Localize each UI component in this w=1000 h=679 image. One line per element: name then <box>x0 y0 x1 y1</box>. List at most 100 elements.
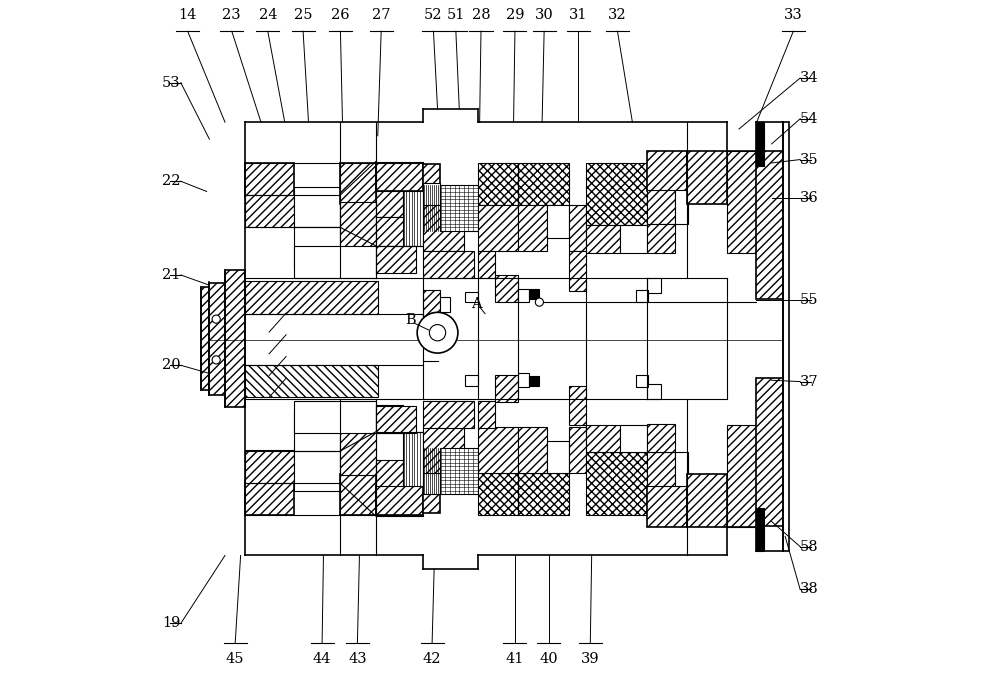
Bar <box>569 386 586 425</box>
Text: 42: 42 <box>423 652 441 666</box>
Bar <box>245 365 378 397</box>
Bar <box>478 205 518 251</box>
Bar <box>756 378 783 526</box>
Bar <box>675 452 688 486</box>
Bar <box>529 289 539 299</box>
Text: 32: 32 <box>608 8 627 22</box>
Circle shape <box>417 312 458 353</box>
Bar <box>756 122 764 166</box>
Text: 33: 33 <box>784 8 803 22</box>
Text: A: A <box>471 297 482 311</box>
Text: 19: 19 <box>162 617 181 630</box>
Circle shape <box>429 325 446 341</box>
Text: 31: 31 <box>569 8 587 22</box>
Bar <box>727 425 756 527</box>
Bar <box>245 481 294 515</box>
Text: 24: 24 <box>259 8 277 22</box>
Bar <box>440 297 450 312</box>
Bar <box>294 401 376 433</box>
Bar <box>294 450 340 491</box>
Bar <box>245 450 294 483</box>
Bar <box>647 278 661 293</box>
Bar <box>529 376 539 386</box>
Bar <box>647 384 661 399</box>
Bar <box>294 410 340 451</box>
Circle shape <box>212 315 220 323</box>
Bar <box>376 460 403 486</box>
Bar <box>569 427 586 473</box>
Bar <box>245 163 294 197</box>
Text: 30: 30 <box>535 8 554 22</box>
Bar <box>376 405 403 433</box>
Bar <box>225 270 245 407</box>
Bar <box>423 427 464 473</box>
Bar <box>586 225 620 253</box>
Bar <box>518 163 569 205</box>
Bar <box>647 452 675 486</box>
Bar <box>586 163 647 225</box>
Bar <box>209 283 226 395</box>
Bar <box>376 191 403 217</box>
Bar <box>756 508 764 551</box>
Bar <box>647 190 675 224</box>
Bar <box>478 473 518 515</box>
Text: 14: 14 <box>178 8 197 22</box>
Bar <box>636 375 648 387</box>
Text: 25: 25 <box>294 8 312 22</box>
Bar <box>423 164 440 185</box>
Bar <box>423 473 440 494</box>
Circle shape <box>212 356 220 364</box>
Bar <box>647 424 675 452</box>
Bar <box>547 441 569 473</box>
Text: 43: 43 <box>348 652 367 666</box>
Bar <box>495 275 518 302</box>
Bar <box>340 474 376 515</box>
Text: 53: 53 <box>162 76 181 90</box>
Bar <box>245 195 294 227</box>
Bar <box>423 183 440 205</box>
Text: 22: 22 <box>162 175 181 188</box>
Text: 44: 44 <box>313 652 331 666</box>
Text: 21: 21 <box>162 268 181 282</box>
Text: 54: 54 <box>800 112 819 126</box>
Bar <box>647 151 687 191</box>
Text: 27: 27 <box>372 8 390 22</box>
Bar <box>376 406 416 433</box>
Bar <box>518 289 529 302</box>
Bar <box>518 427 547 473</box>
Bar <box>647 224 675 253</box>
Text: 39: 39 <box>581 652 600 666</box>
Bar <box>478 251 495 278</box>
Text: 40: 40 <box>540 652 558 666</box>
Bar <box>783 122 789 551</box>
Bar <box>620 425 647 452</box>
Bar <box>376 217 403 246</box>
Bar <box>569 251 586 291</box>
Text: 52: 52 <box>424 8 443 22</box>
Bar <box>586 452 647 515</box>
Bar <box>518 205 547 251</box>
Bar <box>423 251 474 278</box>
Text: 34: 34 <box>800 71 819 85</box>
Bar <box>465 292 478 302</box>
Bar <box>423 290 440 316</box>
Text: 58: 58 <box>800 540 819 553</box>
Text: 20: 20 <box>162 359 181 372</box>
Bar <box>586 425 620 452</box>
Bar <box>518 373 529 387</box>
Bar <box>440 448 478 494</box>
Bar <box>294 187 340 227</box>
Bar <box>340 163 376 204</box>
Bar <box>569 205 586 251</box>
Bar <box>294 227 340 268</box>
Text: 51: 51 <box>447 8 465 22</box>
Bar <box>518 473 569 515</box>
Text: 29: 29 <box>506 8 524 22</box>
Bar <box>687 151 727 204</box>
Bar <box>636 290 648 302</box>
Bar <box>495 375 518 402</box>
Bar <box>423 401 474 428</box>
Bar <box>403 432 423 486</box>
Bar <box>727 151 756 253</box>
Text: 23: 23 <box>222 8 241 22</box>
